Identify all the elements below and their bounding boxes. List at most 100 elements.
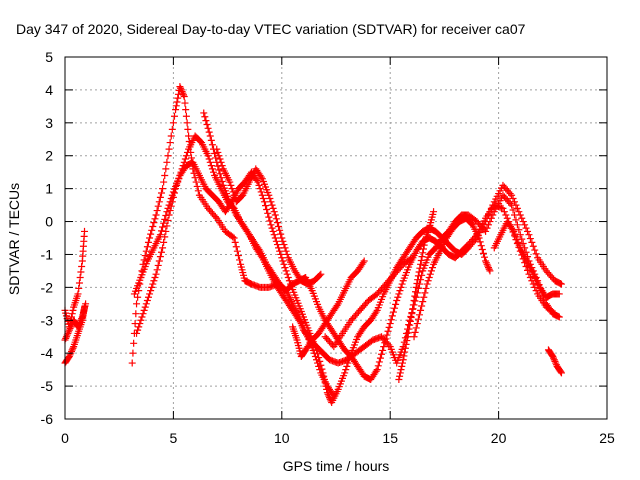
data-point — [170, 189, 178, 197]
data-point — [342, 366, 350, 374]
data-point — [157, 189, 165, 197]
data-point — [479, 249, 487, 257]
data-point — [142, 247, 150, 255]
data-point — [512, 216, 520, 224]
data-point — [173, 98, 181, 106]
data-point — [510, 198, 518, 206]
data-point — [164, 152, 172, 160]
data-point — [555, 290, 563, 298]
data-point — [69, 306, 77, 314]
data-point — [204, 152, 212, 160]
data-point — [400, 352, 408, 360]
data-point — [69, 344, 77, 352]
data-point — [404, 329, 412, 337]
data-point — [411, 288, 419, 296]
data-point — [81, 227, 89, 235]
data-point — [312, 356, 320, 364]
data-point — [477, 242, 485, 250]
data-point — [552, 359, 560, 367]
data-point — [267, 198, 275, 206]
data-point — [156, 231, 164, 239]
data-point — [161, 215, 169, 223]
data-point — [253, 176, 261, 184]
data-point — [211, 150, 219, 158]
data-point — [405, 325, 413, 333]
data-point — [555, 313, 563, 321]
data-point — [62, 333, 70, 341]
data-point — [392, 300, 400, 308]
data-point — [141, 303, 149, 311]
data-point — [146, 290, 154, 298]
data-point — [513, 204, 521, 212]
data-point — [161, 171, 169, 179]
data-point — [398, 280, 406, 288]
data-point — [232, 243, 240, 251]
data-point — [273, 241, 281, 249]
data-point — [267, 221, 275, 229]
data-point — [143, 243, 151, 251]
data-point — [74, 323, 82, 331]
data-point — [314, 359, 322, 367]
data-point — [170, 112, 178, 120]
data-point — [204, 124, 212, 132]
data-point — [180, 158, 188, 166]
data-point — [270, 208, 278, 216]
data-point — [406, 317, 414, 325]
data-point — [165, 145, 173, 153]
data-point — [268, 201, 276, 209]
data-point — [316, 271, 324, 279]
data-point — [418, 302, 426, 310]
data-points — [61, 83, 565, 407]
data-point — [78, 315, 86, 323]
data-point — [393, 297, 401, 305]
data-point — [385, 323, 393, 331]
data-point — [177, 86, 185, 94]
data-point — [244, 229, 252, 237]
data-point — [266, 195, 274, 203]
data-point — [402, 340, 410, 348]
data-point — [206, 132, 214, 140]
data-point — [413, 320, 421, 328]
data-point — [265, 191, 273, 199]
data-point — [82, 300, 90, 308]
data-point — [215, 152, 223, 160]
data-point — [229, 188, 237, 196]
data-point — [161, 233, 169, 241]
data-point — [430, 208, 438, 216]
data-point — [172, 102, 180, 110]
data-point — [394, 293, 402, 301]
data-point — [397, 366, 405, 374]
x-tick-label: 0 — [61, 430, 69, 446]
data-point — [280, 260, 288, 268]
data-point — [410, 333, 418, 341]
data-point — [75, 320, 83, 328]
data-point — [156, 193, 164, 201]
data-point — [149, 222, 157, 230]
data-point — [201, 113, 209, 121]
data-point — [217, 158, 225, 166]
data-point — [180, 92, 188, 100]
data-point — [420, 293, 428, 301]
data-point — [277, 230, 285, 238]
data-point — [281, 264, 289, 272]
data-point — [133, 329, 141, 337]
data-point — [147, 230, 155, 238]
y-tick-label: -5 — [41, 378, 54, 394]
data-point — [159, 185, 167, 193]
data-point — [379, 346, 387, 354]
data-point — [159, 244, 167, 252]
data-point — [384, 327, 392, 335]
data-point — [333, 301, 341, 309]
data-point — [427, 267, 435, 275]
data-point — [515, 226, 523, 234]
data-point — [276, 247, 284, 255]
data-point — [397, 283, 405, 291]
data-point — [416, 264, 424, 272]
data-point — [551, 310, 559, 318]
data-point — [481, 253, 489, 261]
data-point — [165, 211, 173, 219]
data-point — [296, 318, 304, 326]
data-point — [388, 312, 396, 320]
data-point — [271, 211, 279, 219]
